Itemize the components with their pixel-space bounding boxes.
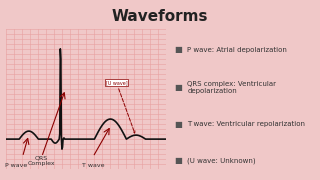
Text: T wave: T wave	[82, 163, 104, 168]
Text: QRS
Complex: QRS Complex	[28, 155, 55, 166]
Text: P wave: P wave	[5, 163, 27, 168]
Text: ■: ■	[174, 45, 182, 54]
Text: QRS complex: Ventricular depolarization: QRS complex: Ventricular depolarization	[188, 81, 276, 94]
Text: (U wave: Unknown): (U wave: Unknown)	[188, 158, 256, 164]
Text: ■: ■	[174, 156, 182, 165]
Text: Waveforms: Waveforms	[112, 9, 208, 24]
Text: ■: ■	[174, 120, 182, 129]
Text: T wave: Ventricular repolarization: T wave: Ventricular repolarization	[188, 121, 306, 127]
Text: P wave: Atrial depolarization: P wave: Atrial depolarization	[188, 47, 287, 53]
Text: [U wave]: [U wave]	[106, 80, 135, 133]
Text: ■: ■	[174, 83, 182, 92]
